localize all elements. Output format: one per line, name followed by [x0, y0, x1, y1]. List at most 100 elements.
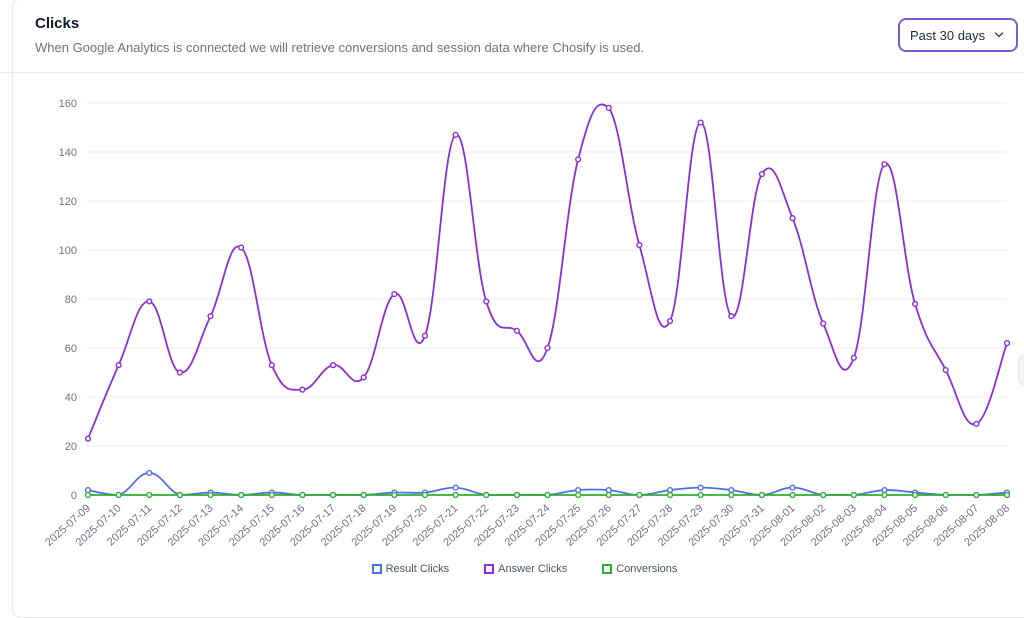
legend-swatch [484, 564, 495, 574]
chevron-down-icon [994, 32, 1004, 38]
answer-clicks-point [238, 244, 245, 251]
line-chart: 0 20 40 60 80 100 120 140 160 2025-07-09 2025-07-… [0, 72, 1024, 600]
legend-item-conversions[interactable]: Conversions [602, 563, 677, 575]
conversions-point [666, 491, 674, 499]
result-clicks-point [84, 487, 92, 494]
answer-clicks-point [636, 242, 643, 249]
conversions-point [146, 491, 153, 499]
answer-clicks-point [881, 161, 888, 168]
conversions-point [483, 491, 490, 499]
conversions-point [544, 491, 551, 499]
answer-clicks-point [697, 119, 704, 126]
y-tick-label: 40 [65, 392, 77, 404]
answer-clicks-point [84, 435, 92, 442]
answer-clicks-point [146, 298, 153, 305]
conversions-point [911, 491, 919, 499]
conversions-point [850, 491, 857, 499]
conversions-point [728, 491, 735, 499]
conversions-point [1003, 491, 1011, 499]
conversions-point [176, 491, 184, 499]
answer-clicks-point [544, 344, 551, 352]
x-axis-ticks: 2025-07-092025-07-102025-07-112025-07-12… [43, 502, 1012, 549]
y-tick-label: 100 [59, 245, 77, 257]
result-clicks-point [728, 487, 735, 494]
answer-clicks-point [666, 317, 674, 325]
answer-clicks-point [268, 362, 275, 369]
legend-swatch [602, 564, 613, 574]
answer-clicks-point [513, 327, 520, 334]
side-scroll-handle[interactable] [1018, 355, 1024, 385]
y-tick-label: 0 [71, 490, 77, 502]
answer-clicks-point [973, 420, 980, 428]
conversions-point [84, 491, 92, 499]
y-tick-label: 60 [65, 343, 77, 355]
legend-label: Conversions [616, 563, 678, 575]
answer-clicks-point [421, 332, 429, 339]
card-subtitle: When Google Analytics is connected we wi… [35, 40, 645, 55]
legend-item-result-clicks[interactable]: Result Clicks [371, 563, 450, 575]
legend-swatch [371, 564, 382, 574]
conversions-point [207, 491, 214, 499]
conversions-point [575, 491, 582, 499]
answer-clicks-point [483, 298, 490, 305]
y-tick-label: 80 [65, 294, 77, 306]
answer-clicks-point [911, 300, 919, 308]
conversions-point [391, 491, 398, 499]
result-clicks-point [605, 487, 612, 494]
conversions-point [513, 491, 520, 499]
conversions-point [452, 491, 459, 499]
conversions-point [329, 491, 337, 499]
result-clicks-point [666, 487, 674, 494]
chart-legend: Result Clicks Answer Clicks Conversions [0, 563, 1024, 575]
y-tick-label: 140 [59, 147, 77, 159]
conversions-point [973, 491, 980, 499]
answer-clicks-point [575, 156, 582, 163]
conversions-point [605, 491, 612, 499]
answer-clicks-point [728, 313, 735, 320]
card-title: Clicks [35, 15, 80, 32]
result-clicks-point [881, 487, 888, 494]
answer-clicks-point [820, 320, 827, 327]
date-range-label: Past 30 days [910, 27, 986, 43]
chart-svg: 0 20 40 60 80 100 120 140 160 2025-07-092025-07-… [43, 98, 1012, 549]
conversions-point [697, 491, 704, 499]
series-lines [87, 103, 1008, 496]
legend-label: Answer Clicks [498, 563, 568, 575]
answer-clicks-point [299, 386, 306, 393]
y-tick-label: 20 [65, 441, 77, 453]
legend-item-answer-clicks[interactable]: Answer Clicks [484, 563, 567, 575]
answer-clicks-point [942, 366, 949, 374]
date-range-select[interactable]: Past 30 days [898, 18, 1018, 52]
grid-lines [86, 102, 1007, 496]
conversions-point [636, 491, 643, 499]
answer-clicks-point [758, 170, 766, 178]
conversions-point [299, 491, 306, 499]
answer-clicks-point [391, 291, 398, 298]
series-points [84, 104, 1011, 499]
conversions-point [758, 491, 766, 499]
conversions-point [881, 491, 888, 499]
conversions-point [268, 491, 275, 499]
conversions-point [115, 491, 122, 499]
answer-clicks-line [87, 103, 1008, 439]
answer-clicks-point [360, 374, 367, 381]
conversions-point [942, 491, 949, 499]
result-clicks-point [697, 484, 704, 491]
y-tick-label: 120 [59, 196, 77, 208]
conversions-point [238, 491, 245, 499]
legend-label: Result Clicks [385, 563, 450, 575]
conversions-point [360, 491, 367, 499]
y-axis-ticks: 0 20 40 60 80 100 120 140 160 [59, 98, 77, 502]
answer-clicks-point [329, 362, 337, 369]
answer-clicks-point [1003, 340, 1011, 347]
result-clicks-point [575, 487, 582, 494]
result-clicks-point [452, 484, 459, 491]
y-tick-label: 160 [59, 98, 77, 110]
answer-clicks-point [452, 131, 459, 138]
conversions-point [789, 491, 796, 499]
answer-clicks-point [207, 313, 214, 320]
answer-clicks-point [605, 104, 612, 112]
result-clicks-point [146, 469, 153, 477]
answer-clicks-point [115, 362, 122, 369]
result-clicks-line [87, 472, 1008, 496]
